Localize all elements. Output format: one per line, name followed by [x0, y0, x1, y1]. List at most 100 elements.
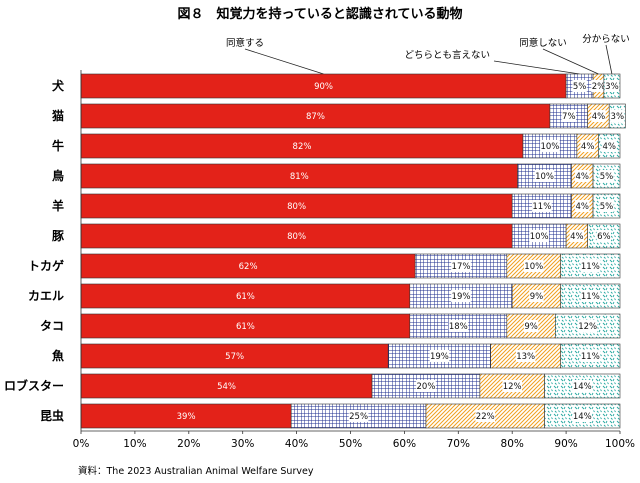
x-tick-label: 60% — [393, 438, 416, 450]
bar-segment — [80, 133, 524, 159]
category-label: 魚 — [52, 348, 64, 363]
legend-label: 同意しない — [519, 37, 567, 49]
category-label: 猫 — [52, 108, 64, 123]
value-label-bg — [580, 260, 601, 272]
bar-value-label: 11% — [581, 352, 600, 362]
bar-value-label: 80% — [287, 202, 306, 212]
bar-value-label: 62% — [239, 262, 258, 272]
value-label-bg — [572, 380, 593, 392]
bar-value-label: 13% — [516, 352, 535, 362]
x-tick-label: 20% — [177, 438, 200, 450]
legend-leader-line — [542, 48, 599, 75]
bar-value-label: 14% — [573, 412, 592, 422]
value-label-bg — [575, 200, 590, 212]
value-label-bg — [580, 350, 601, 362]
value-label-bg — [591, 110, 606, 122]
bar-value-label: 4% — [570, 232, 584, 242]
bar-value-label: 90% — [314, 82, 333, 92]
bar-value-label: 54% — [217, 382, 236, 392]
bar-value-label: 17% — [452, 262, 471, 272]
bar-segment — [80, 163, 518, 189]
category-label: 犬 — [52, 78, 65, 93]
bar-value-label: 61% — [236, 322, 255, 332]
value-label-bg — [572, 80, 587, 92]
x-tick-label: 30% — [231, 438, 254, 450]
category-label: 羊 — [52, 198, 64, 213]
bar-segment — [80, 193, 513, 219]
legend-label: 分からない — [582, 34, 630, 45]
value-label-bg — [572, 410, 593, 422]
category-label: 鳥 — [52, 168, 64, 183]
bar-value-label: 39% — [177, 412, 196, 422]
x-tick-label: 0% — [73, 438, 90, 450]
value-label-bg — [561, 110, 576, 122]
value-label-bg — [451, 260, 471, 272]
category-label: タコ — [40, 319, 64, 333]
value-label-bg — [599, 170, 614, 182]
bar-segment — [80, 253, 416, 279]
bar-value-label: 4% — [576, 172, 590, 182]
bar-value-label: 7% — [562, 112, 576, 122]
legend-label: 同意する — [226, 37, 264, 49]
value-label-bg — [591, 80, 606, 92]
bar-value-label: 87% — [306, 112, 325, 122]
legend-leader-line — [244, 48, 324, 75]
bar-value-label: 12% — [503, 382, 522, 392]
bar-value-label: 11% — [581, 292, 600, 302]
category-label: トカゲ — [28, 258, 64, 273]
category-label: 牛 — [52, 138, 64, 153]
bar-value-label: 4% — [592, 112, 606, 122]
bar-value-label: 10% — [535, 172, 554, 182]
bar-value-label: 19% — [452, 292, 471, 302]
bar-segment — [592, 163, 621, 189]
bar-value-label: 61% — [236, 292, 255, 302]
bar-value-label: 9% — [524, 322, 538, 332]
x-tick-label: 50% — [339, 438, 362, 450]
bar-value-label: 4% — [581, 142, 595, 152]
chart-title: 図８ 知覚力を持っていると認識されている動物 — [178, 6, 463, 22]
bar-segment — [80, 73, 567, 99]
value-label-bg — [580, 290, 601, 302]
bar-value-label: 19% — [430, 352, 449, 362]
bar-value-label: 5% — [600, 172, 614, 182]
bar-value-label: 10% — [540, 142, 559, 152]
x-tick-label: 10% — [123, 438, 146, 450]
bar-segment — [80, 313, 411, 339]
value-label-bg — [540, 140, 560, 152]
x-tick-label: 90% — [554, 438, 577, 450]
value-label-bg — [451, 290, 471, 302]
source-note: 資料：The 2023 Australian Animal Welfare Su… — [78, 465, 314, 477]
bar-value-label: 4% — [576, 202, 590, 212]
value-label-bg — [348, 410, 369, 422]
value-label-bg — [534, 170, 555, 182]
value-label-bg — [575, 170, 590, 182]
value-label-bg — [532, 200, 552, 212]
value-label-bg — [416, 380, 436, 392]
x-axis: 0% 10% 20% 30% 40% 50% 60% 70% 80% 90% 100% — [73, 70, 635, 450]
bar-value-label: 14% — [573, 382, 592, 392]
value-label-bg — [602, 140, 617, 152]
category-label: 昆虫 — [40, 408, 64, 423]
value-label-bg — [515, 350, 536, 362]
value-label-bg — [610, 110, 625, 122]
bar-value-label: 12% — [578, 322, 597, 332]
category-label: カエル — [28, 289, 64, 303]
x-tick-label: 70% — [447, 438, 470, 450]
value-label-bg — [523, 320, 539, 332]
legend-leader-line — [605, 44, 613, 75]
value-label-bg — [475, 410, 496, 422]
legend-label: どちらとも言えない — [404, 49, 490, 61]
bar-value-label: 81% — [290, 172, 309, 182]
bar-value-label: 80% — [287, 232, 306, 242]
category-label: 豚 — [51, 228, 65, 243]
bars-group: 90% 5% 2% 3%87% 7% 4% 3%82% 10% 4% 4%81% 10% 4% 5%80… — [80, 73, 626, 429]
bar-segment — [80, 403, 292, 429]
bar-value-label: 10% — [524, 262, 543, 272]
x-tick-label: 40% — [285, 438, 308, 450]
bar-value-label: 4% — [602, 142, 616, 152]
value-label-bg — [502, 380, 522, 392]
bar-value-label: 25% — [349, 412, 368, 422]
